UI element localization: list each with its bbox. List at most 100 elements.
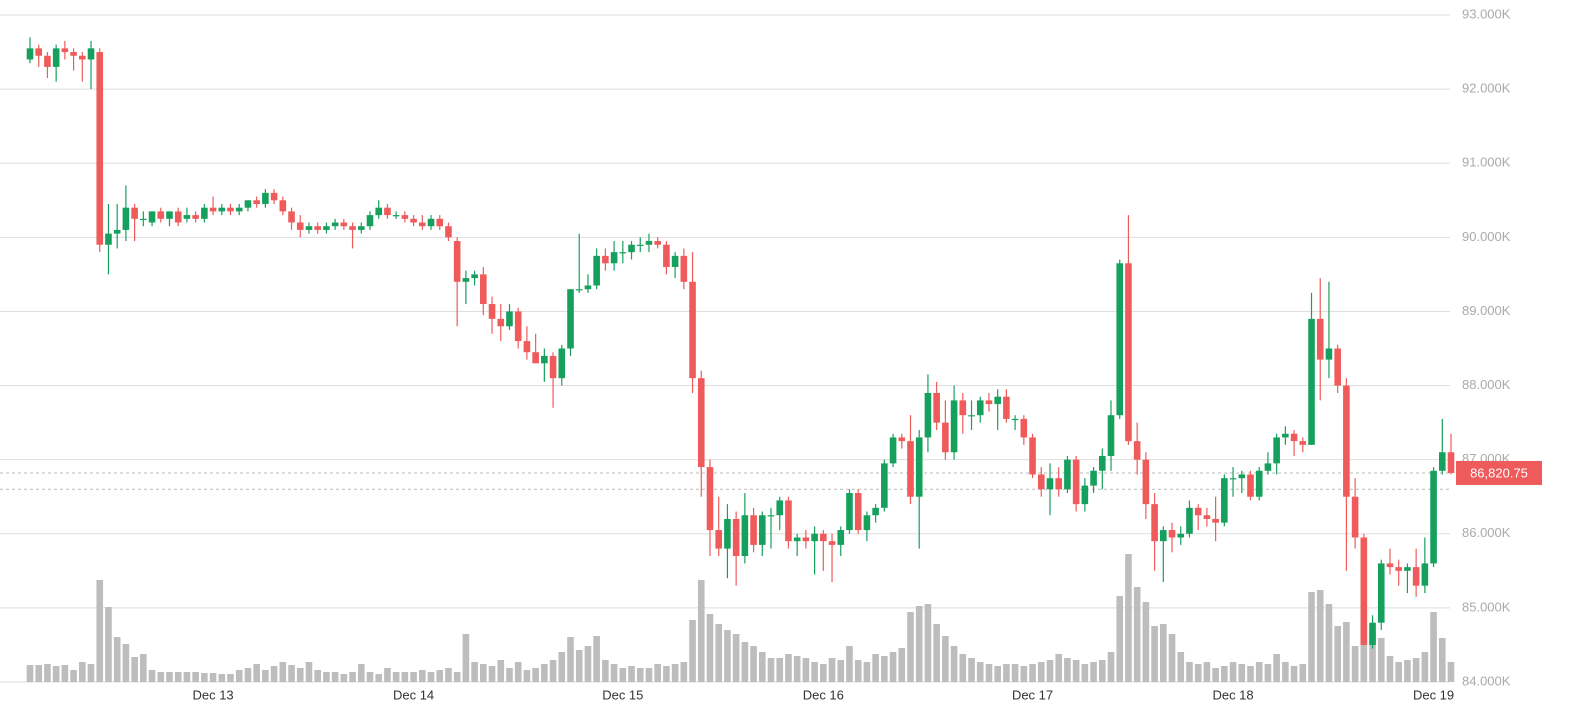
candle-body	[113, 229, 121, 234]
candle-body	[462, 278, 470, 282]
volume-bar	[192, 672, 199, 682]
candle-body	[235, 207, 243, 212]
candle-body	[1055, 478, 1062, 490]
candle-body	[122, 207, 130, 230]
volume-bar	[1142, 602, 1150, 682]
volume-bar	[35, 665, 43, 682]
volume-bar	[157, 672, 165, 682]
volume-bar	[349, 672, 356, 682]
candle-body	[837, 530, 845, 545]
volume-bar	[767, 658, 775, 682]
volume-bar	[846, 646, 853, 682]
volume-bar	[1238, 664, 1246, 682]
candle-body	[392, 215, 400, 217]
y-tick-label: 92.000K	[1462, 81, 1511, 96]
volume-bar	[1212, 668, 1219, 682]
volume-bar	[828, 658, 836, 682]
volume-bar	[1421, 652, 1429, 682]
volume-bar	[1133, 587, 1141, 682]
candle-body	[174, 211, 182, 223]
volume-bar	[1447, 662, 1455, 682]
volume-bar	[854, 660, 862, 682]
candle-body	[1351, 496, 1359, 538]
candle-body	[35, 48, 43, 56]
candle-body	[1229, 478, 1237, 480]
candle-body	[532, 352, 539, 364]
candle-body	[671, 255, 679, 267]
volume-bar	[575, 650, 583, 682]
candle-body	[741, 515, 749, 557]
volume-bar	[706, 614, 714, 682]
candle-body	[1142, 459, 1150, 505]
volume-bar	[1055, 654, 1062, 682]
candle-body	[593, 255, 600, 286]
volume-bar	[52, 666, 60, 682]
candle-body	[1369, 622, 1376, 645]
candle-body	[1072, 459, 1080, 505]
candle-body	[767, 515, 775, 517]
candle-body	[1037, 474, 1045, 490]
candle-body	[1412, 567, 1420, 586]
volume-bar	[1360, 620, 1368, 682]
candle-body	[218, 207, 226, 212]
volume-bar	[776, 658, 784, 682]
volume-bar	[96, 580, 104, 682]
candle-body	[506, 311, 513, 327]
x-tick-label: Dec 15	[602, 687, 643, 702]
volume-bar	[1003, 664, 1010, 682]
volume-bar	[837, 660, 845, 682]
candle-body	[1421, 563, 1429, 586]
candle-body	[976, 400, 984, 416]
volume-bar	[1430, 612, 1437, 682]
candle-body	[889, 437, 897, 464]
volume-bar	[340, 674, 348, 682]
candle-body	[270, 192, 278, 201]
volume-bar	[689, 620, 696, 682]
candle-body	[1029, 437, 1036, 475]
candle-body	[680, 255, 688, 282]
volume-bar	[942, 636, 949, 682]
candle-body	[1325, 348, 1333, 360]
candle-body	[950, 400, 958, 453]
volume-bar	[1072, 660, 1080, 682]
volume-bar	[244, 668, 252, 682]
candle-body	[1221, 478, 1228, 523]
volume-bar	[1020, 666, 1028, 682]
candle-body	[1125, 263, 1132, 442]
candle-body	[785, 500, 792, 542]
candle-body	[898, 437, 906, 442]
candle-body	[863, 515, 871, 531]
volume-bar	[1090, 662, 1097, 682]
last-price-tag	[1456, 460, 1542, 485]
candle-body	[1107, 415, 1115, 456]
candle-body	[488, 304, 496, 319]
candle-body	[1438, 452, 1446, 471]
volume-bar	[1412, 658, 1420, 682]
x-tick-label: Dec 13	[192, 687, 233, 702]
candle-body	[610, 252, 618, 264]
candle-body	[1203, 515, 1211, 519]
candle-body	[1011, 418, 1019, 421]
volume-bar	[79, 662, 86, 682]
volume-bar	[1194, 664, 1202, 682]
volume-bar	[793, 656, 801, 682]
candle-body	[1064, 459, 1071, 490]
candle-body	[1386, 563, 1394, 568]
volume-bar	[924, 604, 932, 682]
volume-bar	[1011, 664, 1019, 682]
volume-bar	[26, 665, 34, 682]
volume-bar	[253, 664, 260, 682]
candle-body	[1247, 474, 1254, 497]
candle-body	[79, 55, 86, 60]
volume-bar	[933, 624, 940, 682]
volume-bar	[419, 670, 426, 682]
candle-body	[1194, 507, 1202, 516]
volume-bar	[514, 662, 522, 682]
volume-bar	[453, 672, 461, 682]
volume-bar	[889, 652, 897, 682]
volume-bar	[654, 664, 661, 682]
candle-body	[1264, 463, 1272, 471]
volume-bar	[174, 672, 182, 682]
y-tick-label: 91.000K	[1462, 155, 1511, 170]
